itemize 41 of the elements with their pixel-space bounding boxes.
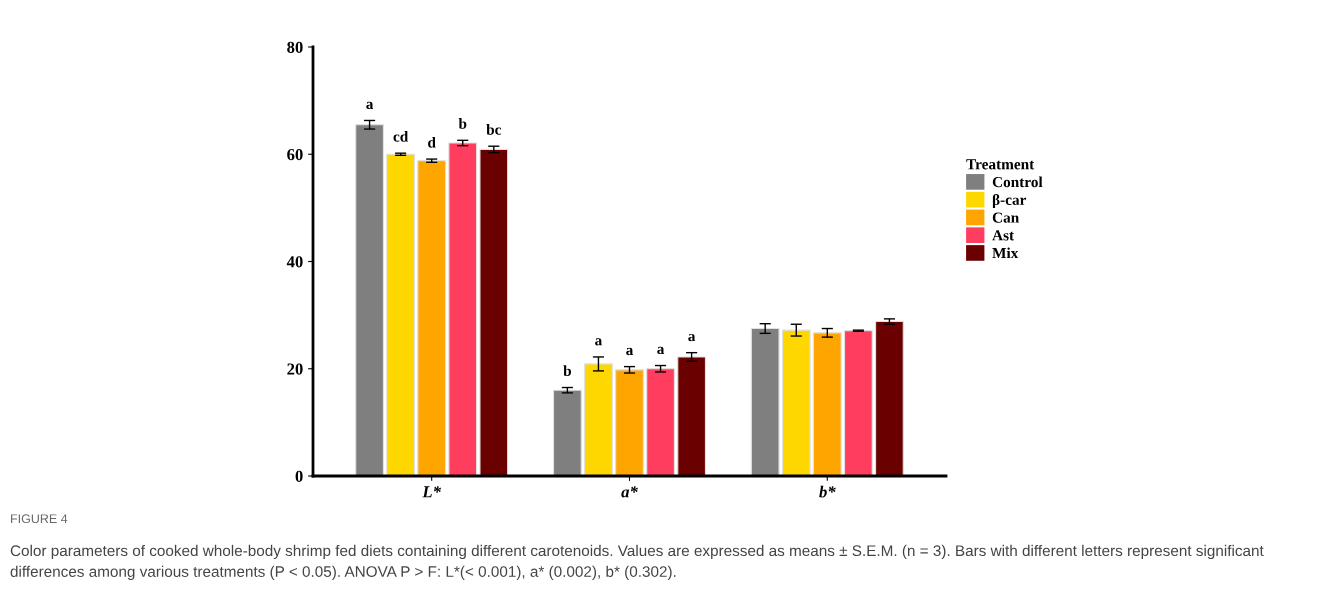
y-tick-label: 80 [287,41,303,53]
data-label: cd [393,130,409,142]
bar [843,330,873,476]
legend-label: Control [992,176,1043,188]
bar [646,368,675,476]
y-tick-label: 20 [287,363,303,375]
legend-title: Treatment [966,159,1035,170]
data-label: a [688,333,696,342]
legend-label: Ast [992,230,1015,241]
x-tick-label: a* [621,486,638,498]
x-tick-label: L* [422,486,442,498]
data-label: d [428,136,436,148]
bar [552,389,582,476]
legend-label: Mix [992,247,1019,259]
legend-label: β-car [992,194,1027,209]
legend-label: Can [992,212,1019,223]
bar [875,321,904,476]
bar [448,142,478,476]
bar [677,356,707,476]
data-label: a [595,338,603,346]
text: Color parameters of cooked whole-body shrimp fed diets containing different carotenoids. Values are expressed as means ± S.E.M. (n = 3). Bars with different letters represent significant differences among various treatments (P < 0.05). ANOVA P > F: L*(< 0.001), a* (0.002), b* (0.302). [10,544,1264,580]
data-label: a [626,347,634,356]
y-tick-label: 60 [287,148,303,161]
y-tick-label: 0 [295,470,303,482]
y-tick-label: 40 [286,256,303,268]
x-tick-label: b* [819,485,836,498]
data-label: a [657,346,665,355]
data-label: bc [486,124,502,135]
bar [479,148,509,476]
data-label: b [458,118,467,129]
bar [781,329,811,476]
bar [584,363,613,476]
bar [386,153,416,476]
data-label: a [366,101,374,110]
bar [750,327,780,476]
bar [812,332,842,476]
caption: FIGURE 4 [11,514,68,524]
bar [615,369,644,476]
bar [417,160,447,476]
data-label: b [563,365,572,377]
bar [355,124,384,476]
